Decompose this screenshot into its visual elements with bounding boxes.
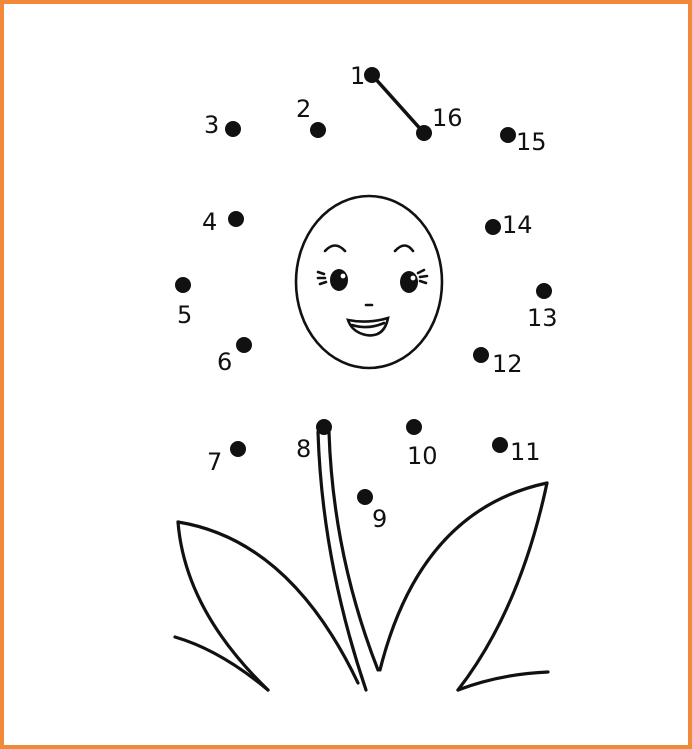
dot-4[interactable] [228,211,244,227]
label-1: 1 [350,62,365,90]
label-2: 2 [296,95,311,123]
dot-1[interactable] [364,67,380,83]
label-4: 4 [202,208,217,236]
connected-line-1-16 [370,73,426,135]
label-15: 15 [516,128,547,156]
dot-10[interactable] [406,419,422,435]
left-leaf [173,520,360,692]
label-14: 14 [502,211,533,239]
label-11: 11 [510,438,541,466]
dots [175,67,552,505]
label-3: 3 [204,111,219,139]
dot-16[interactable] [416,125,432,141]
dot-8[interactable] [316,419,332,435]
label-5: 5 [177,301,192,329]
dot-11[interactable] [492,437,508,453]
dot-labels: 1 2 3 4 5 6 7 8 9 10 11 12 13 14 15 16 [177,62,558,533]
dot-9[interactable] [357,489,373,505]
label-16: 16 [432,104,463,132]
label-6: 6 [217,348,232,376]
dot-14[interactable] [485,219,501,235]
dot-13[interactable] [536,283,552,299]
label-7: 7 [207,448,222,476]
dot-15[interactable] [500,127,516,143]
dot-6[interactable] [236,337,252,353]
dot-7[interactable] [230,441,246,457]
flower-face [294,194,444,370]
right-leaf [378,481,550,692]
dot-5[interactable] [175,277,191,293]
label-12: 12 [492,350,523,378]
label-9: 9 [372,505,387,533]
label-8: 8 [296,435,311,463]
dot-2[interactable] [310,122,326,138]
label-13: 13 [527,304,558,332]
dot-3[interactable] [225,121,241,137]
flower-stem [316,430,380,692]
label-10: 10 [407,442,438,470]
dot-12[interactable] [473,347,489,363]
